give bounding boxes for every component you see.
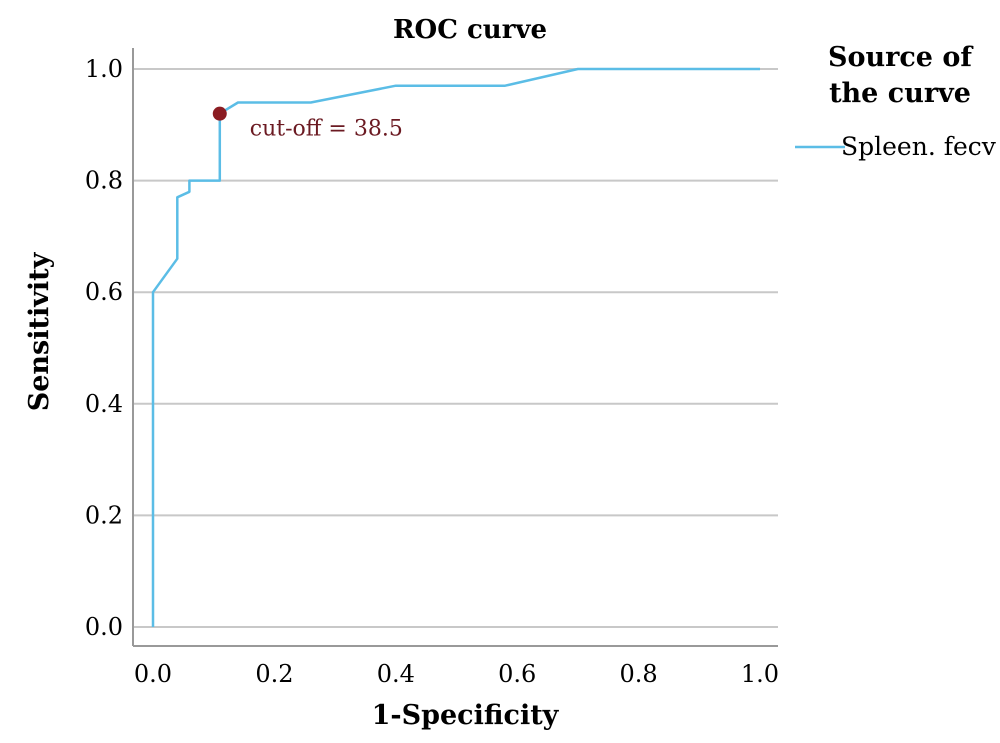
y-tick-label: 0.0 (85, 613, 123, 641)
x-tick-label: 0.2 (255, 660, 293, 688)
cut-off-label: cut-off = 38.5 (250, 117, 403, 142)
y-tick-label: 0.2 (85, 501, 123, 529)
cut-off-point-marker (212, 106, 227, 121)
annotations: cut-off = 38.5 (212, 106, 403, 142)
x-tick-label: 0.0 (134, 660, 172, 688)
gridlines (133, 68, 778, 628)
x-tick-label: 0.6 (498, 660, 536, 688)
x-axis-title: 1-Specificity (372, 700, 560, 731)
series-lines (151, 67, 760, 627)
y-tick-label: 0.4 (85, 390, 123, 418)
axes: 0.0 0.2 0.4 0.6 0.8 1.0 0.0 0.2 0.4 0.6 0.8 1.0 (85, 48, 779, 688)
x-tick-label: 1.0 (741, 660, 779, 688)
legend-title-line-1: Source of (828, 42, 974, 73)
legend: Source of the curve Spleen. fecv (795, 42, 997, 161)
y-tick-label: 0.8 (85, 167, 123, 195)
y-tick-label: 0.6 (85, 278, 123, 306)
y-axis-title: Sensitivity (24, 251, 55, 411)
series-line-spleen-fecv (151, 67, 760, 627)
legend-entry-spleen-fecv: Spleen. fecv (841, 132, 997, 161)
x-tick-label: 0.8 (620, 660, 658, 688)
legend-title-line-2: the curve (829, 78, 971, 109)
x-tick-label: 0.4 (377, 660, 415, 688)
y-tick-label: 1.0 (85, 55, 123, 83)
chart-title: ROC curve (393, 15, 547, 45)
